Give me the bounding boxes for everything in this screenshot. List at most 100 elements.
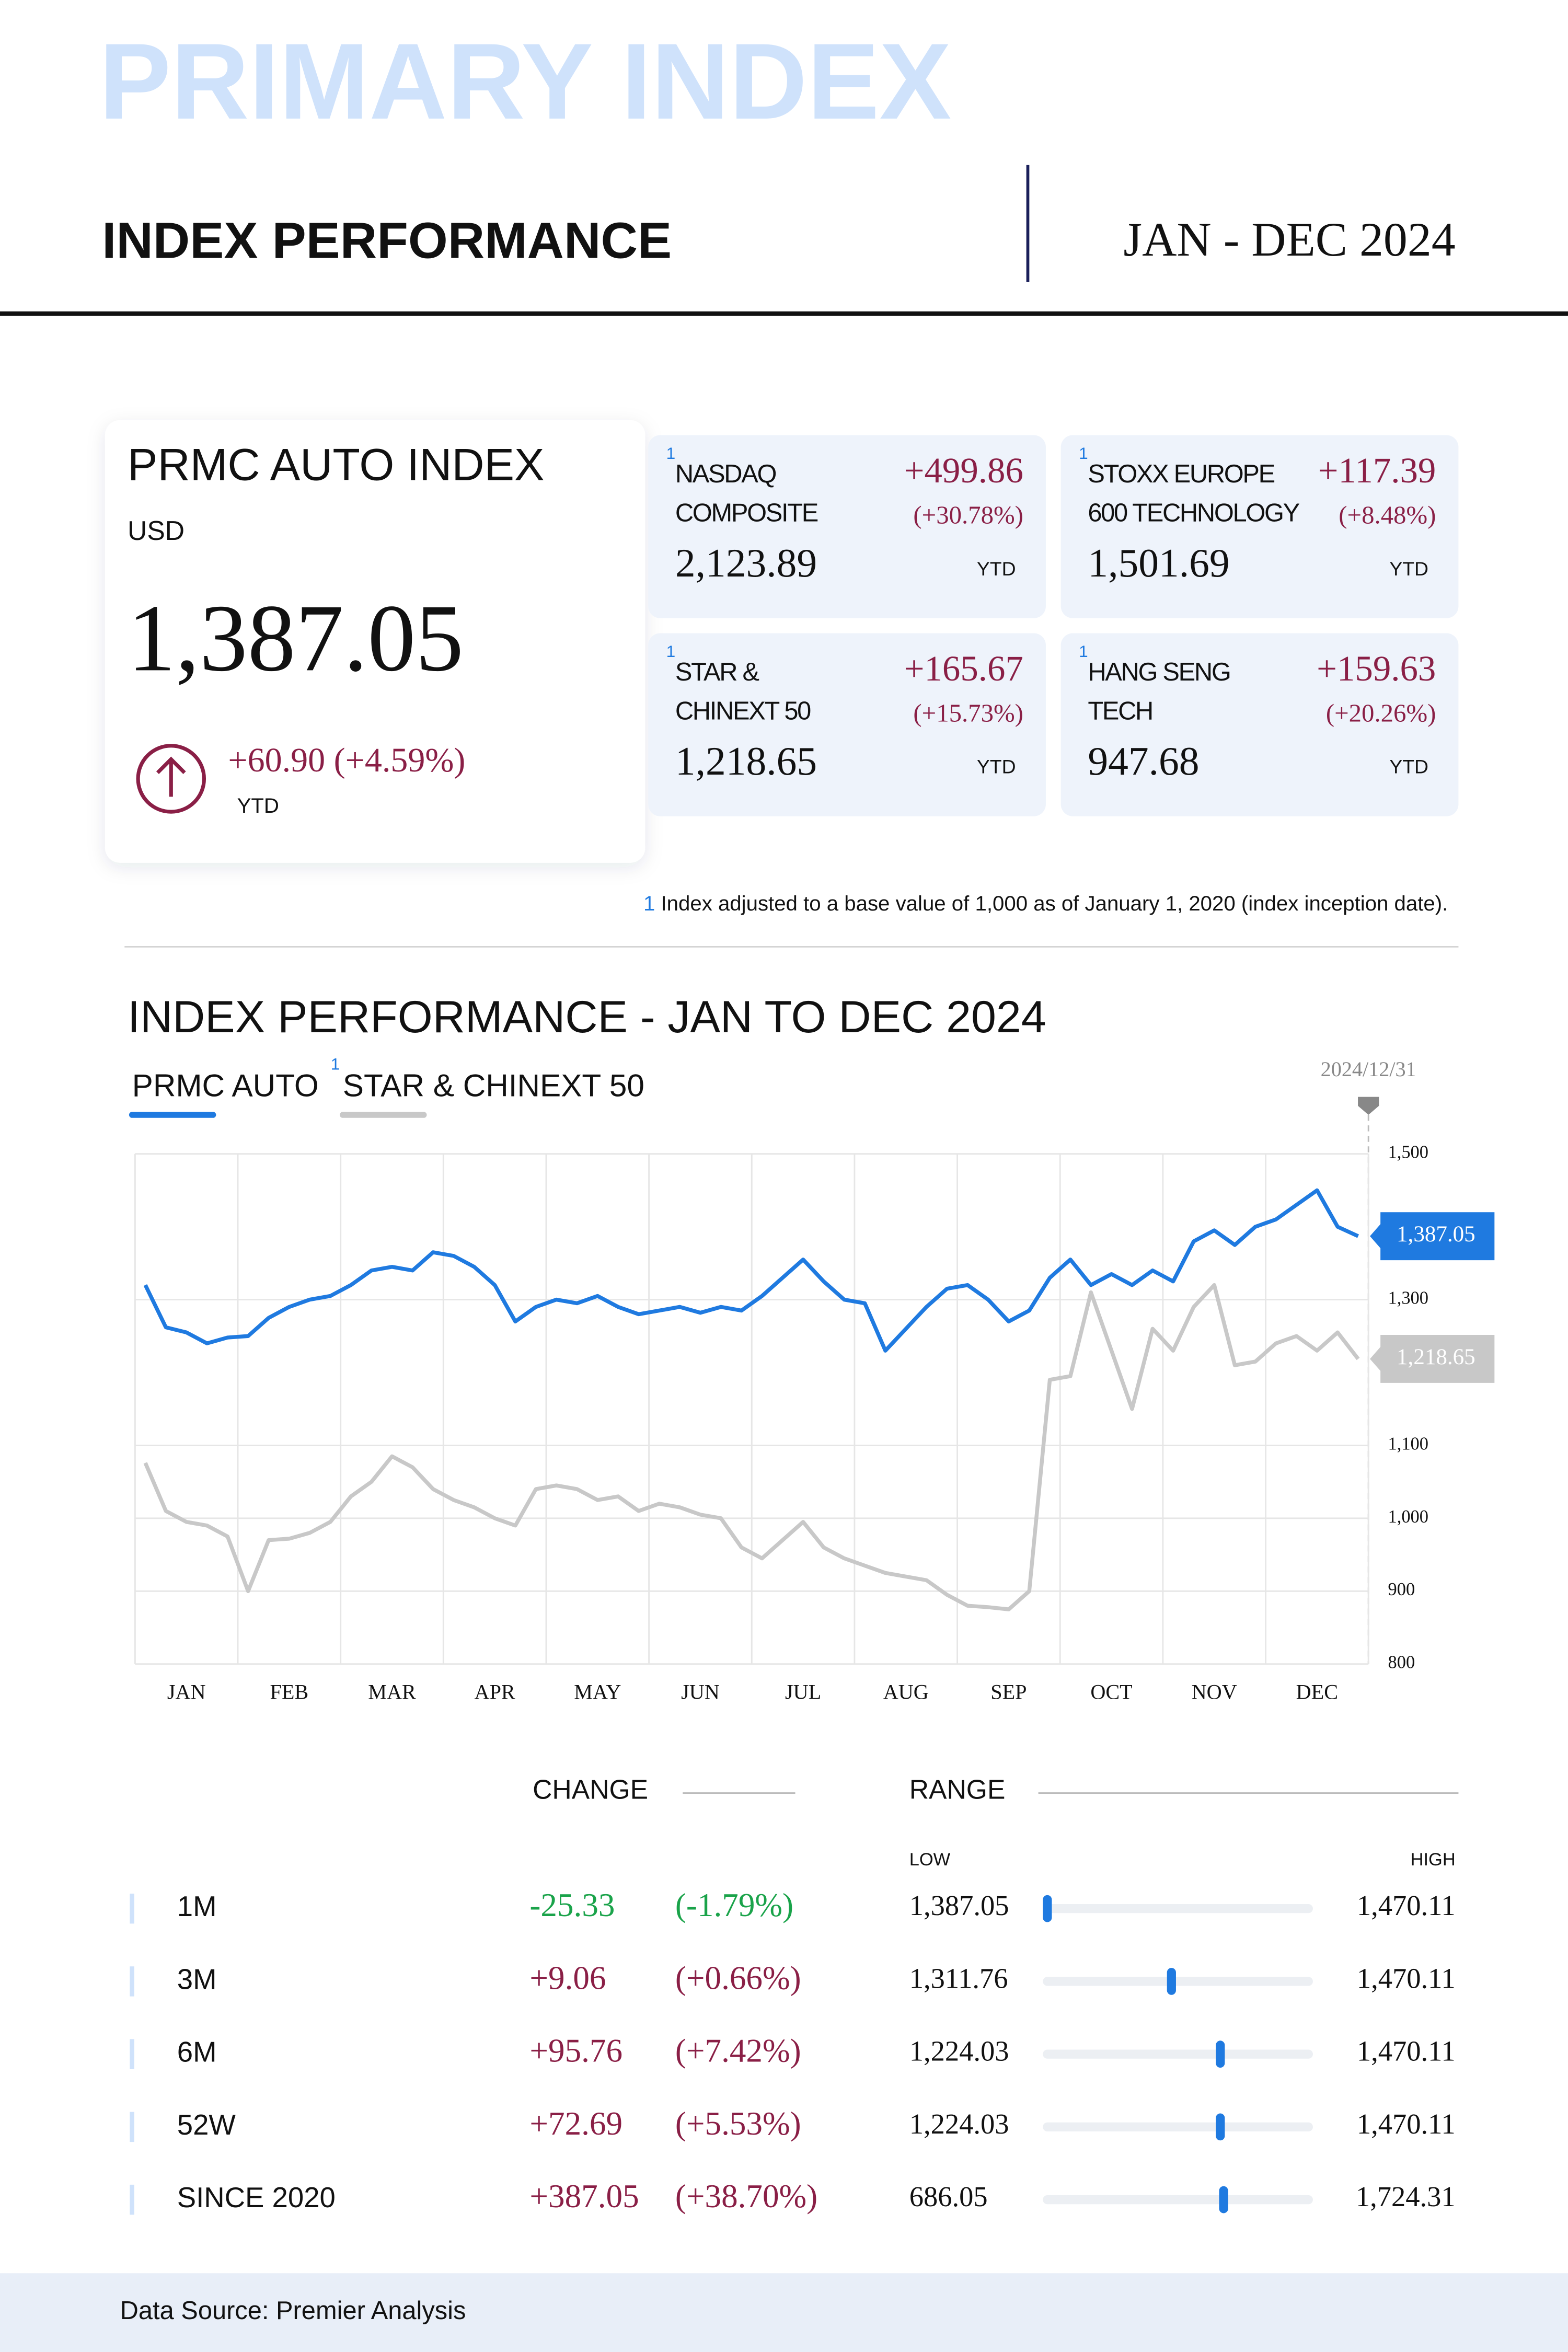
range-marker [1043, 1895, 1052, 1922]
main-value: 1,387.05 [128, 584, 464, 691]
low-header: LOW [909, 1850, 951, 1870]
index-period: YTD [1389, 756, 1428, 778]
index-change-pct: (+30.78%) [913, 501, 1023, 529]
index-period: YTD [977, 756, 1016, 778]
range-header: RANGE [909, 1774, 1006, 1804]
footnote-marker: 1 [643, 892, 655, 915]
row-change: +387.05 [529, 2178, 639, 2215]
row-period: 3M [177, 1963, 217, 1995]
row-high: 1,470.11 [1357, 2035, 1456, 2067]
index-change: +117.39 [1318, 451, 1436, 490]
index-cards: 1NASDAQCOMPOSITE+499.86(+30.78%)2,123.89… [648, 435, 1459, 816]
row-low: 1,311.76 [909, 1962, 1008, 1994]
index-card [1060, 435, 1459, 618]
row-change: +95.76 [529, 2033, 622, 2069]
main-card [105, 420, 645, 863]
range-marker [1219, 2186, 1228, 2213]
index-change: +165.67 [904, 649, 1023, 688]
series-line [143, 1188, 1359, 1353]
index-period: YTD [1389, 558, 1428, 580]
x-tick-label: FEB [270, 1680, 308, 1703]
y-tick-label: 1,500 [1388, 1143, 1428, 1162]
index-period: YTD [977, 558, 1016, 580]
row-high: 1,470.11 [1357, 2108, 1456, 2140]
row-period: 1M [177, 1890, 217, 1922]
date-label: 2024/12/31 [1321, 1057, 1416, 1081]
footnote-marker: 1 [666, 642, 676, 661]
index-card [1060, 633, 1459, 816]
footnote-marker: 1 [331, 1055, 340, 1074]
index-change: +159.63 [1317, 649, 1436, 688]
row-low: 686.05 [909, 2181, 988, 2212]
index-value: 1,501.69 [1088, 540, 1229, 585]
footnote-marker: 1 [1079, 444, 1088, 463]
row-high: 1,724.31 [1356, 2181, 1456, 2212]
x-tick-label: JUN [681, 1680, 720, 1703]
range-marker [1216, 2113, 1225, 2141]
y-tick-label: 1,300 [1388, 1288, 1428, 1308]
series-line [143, 1283, 1360, 1611]
index-change: +499.86 [904, 451, 1023, 490]
change-header: CHANGE [533, 1774, 648, 1804]
x-tick-label: AUG [883, 1680, 929, 1703]
high-header: HIGH [1411, 1850, 1456, 1870]
row-low: 1,224.03 [909, 2035, 1009, 2067]
x-tick-label: SEP [990, 1680, 1027, 1703]
index-value: 947.68 [1088, 739, 1199, 783]
legend-label: STAR & CHINEXT 50 [343, 1067, 644, 1103]
index-card [648, 435, 1046, 618]
x-tick-label: NOV [1192, 1680, 1237, 1703]
footer-source: Data Source: Premier Analysis [120, 2297, 466, 2325]
index-change-pct: (+20.26%) [1326, 699, 1436, 728]
row-low: 1,224.03 [909, 2108, 1009, 2140]
value-tag [1370, 1335, 1495, 1383]
up-arrow [156, 756, 186, 797]
y-tick-label: 800 [1388, 1653, 1415, 1673]
value-tag-label: 1,218.65 [1397, 1345, 1475, 1369]
row-change-pct: (-1.79%) [675, 1887, 793, 1923]
index-name: CHINEXT 50 [675, 697, 811, 725]
index-card [648, 633, 1046, 816]
y-tick-label: 900 [1388, 1579, 1415, 1599]
row-change: +72.69 [529, 2105, 622, 2142]
x-tick-label: OCT [1090, 1680, 1132, 1703]
index-name: COMPOSITE [675, 499, 818, 527]
index-name: STOXX EUROPE [1088, 460, 1274, 488]
range-marker [1216, 2040, 1225, 2068]
index-change-pct: (+15.73%) [913, 699, 1023, 728]
main-name: PRMC AUTO INDEX [128, 440, 544, 490]
main-period: YTD [237, 794, 279, 817]
row-low: 1,387.05 [909, 1889, 1009, 1921]
footnote: 1 Index adjusted to a base value of 1,00… [643, 892, 1448, 915]
main-currency: USD [128, 515, 185, 546]
range-marker [1167, 1968, 1176, 1995]
row-high: 1,470.11 [1357, 1962, 1456, 1994]
y-tick-label: 1,000 [1388, 1507, 1428, 1527]
footnote-marker: 1 [1079, 642, 1088, 661]
value-tag [1370, 1212, 1495, 1261]
value-tag-label: 1,387.05 [1397, 1222, 1475, 1247]
header-title: INDEX PERFORMANCE [102, 212, 672, 269]
row-period: SINCE 2020 [177, 2182, 336, 2213]
x-tick-label: JUL [785, 1680, 821, 1703]
x-tick-label: JAN [167, 1680, 206, 1703]
header-period: JAN - DEC 2024 [1123, 213, 1455, 266]
row-change-pct: (+5.53%) [675, 2105, 801, 2142]
index-name: NASDAQ [675, 460, 776, 488]
index-value: 1,218.65 [675, 739, 817, 783]
up-icon [136, 744, 206, 814]
watermark: PRIMARY INDEX [99, 21, 951, 142]
index-change-pct: (+8.48%) [1339, 501, 1436, 529]
y-tick-label: 1,100 [1388, 1434, 1428, 1454]
footnote-marker: 1 [666, 444, 676, 463]
date-pointer [1358, 1097, 1379, 1115]
row-period: 6M [177, 2036, 217, 2068]
chart-title: INDEX PERFORMANCE - JAN TO DEC 2024 [128, 992, 1046, 1042]
row-high: 1,470.11 [1357, 1889, 1456, 1921]
index-name: STAR & [675, 658, 759, 686]
x-tick-label: DEC [1296, 1680, 1338, 1703]
row-period: 52W [177, 2109, 236, 2141]
